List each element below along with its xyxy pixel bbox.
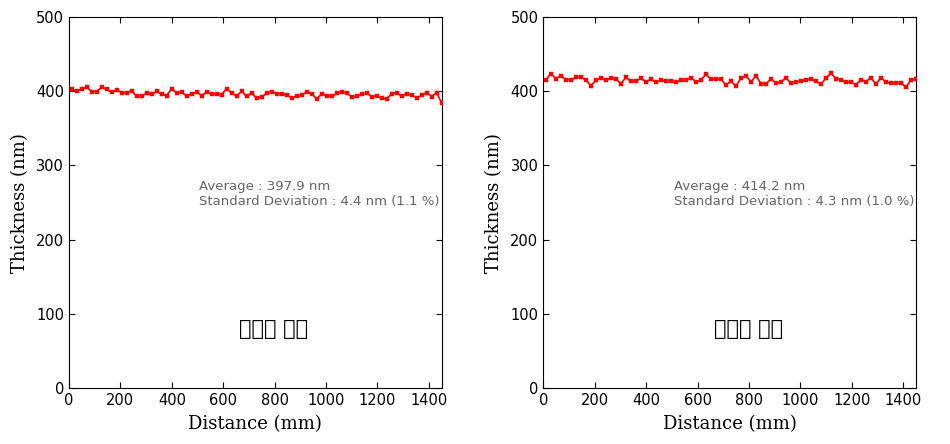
- X-axis label: Distance (mm): Distance (mm): [188, 415, 322, 433]
- Y-axis label: Thickness (nm): Thickness (nm): [485, 133, 504, 273]
- Text: Average : 414.2 nm
Standard Deviation : 4.3 nm (1.0 %): Average : 414.2 nm Standard Deviation : …: [674, 180, 914, 208]
- Text: 하향식 증착: 하향식 증착: [239, 319, 309, 339]
- Text: 상향식 증착: 상향식 증착: [713, 319, 783, 339]
- Y-axis label: Thickness (nm): Thickness (nm): [11, 133, 29, 273]
- Text: Average : 397.9 nm
Standard Deviation : 4.4 nm (1.1 %): Average : 397.9 nm Standard Deviation : …: [200, 180, 440, 208]
- X-axis label: Distance (mm): Distance (mm): [663, 415, 796, 433]
